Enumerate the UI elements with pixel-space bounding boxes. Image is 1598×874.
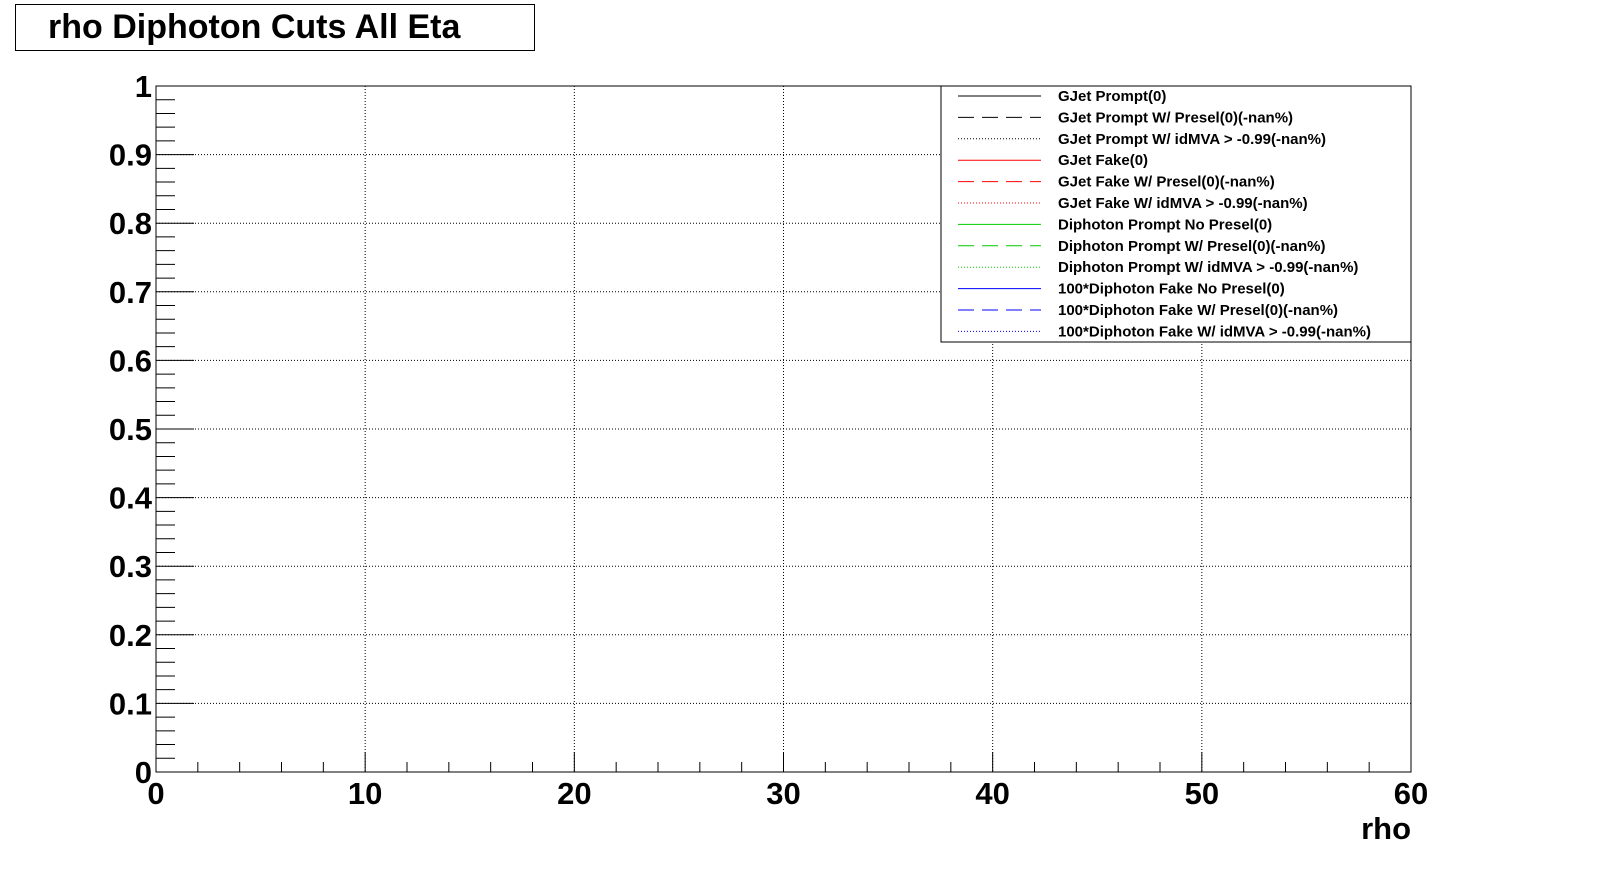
legend-entry: GJet Fake(0) xyxy=(958,152,1148,169)
legend-label: GJet Prompt W/ idMVA > -0.99(-nan%) xyxy=(1058,131,1326,148)
legend-label: Diphoton Prompt W/ Presel(0)(-nan%) xyxy=(1058,238,1326,255)
y-tick-label: 1 xyxy=(135,69,152,104)
y-tick-label: 0.2 xyxy=(109,618,152,653)
plot-frame xyxy=(155,85,1412,773)
x-tick-label: 40 xyxy=(975,776,1009,811)
legend-entry: 100*Diphoton Fake W/ idMVA > -0.99(-nan%… xyxy=(958,323,1371,340)
labels-layer: 0 10 20 30 40 50 60 0 0.1 0.2 0.3 0.4 0.5 0.6 0.7 0.8 0.… xyxy=(109,69,1428,811)
legend-entry: GJet Prompt W/ idMVA > -0.99(-nan%) xyxy=(958,131,1326,148)
legend-entry: GJet Prompt(0) xyxy=(958,88,1166,105)
y-tick-label: 0.1 xyxy=(109,686,152,721)
legend-entry: Diphoton Prompt No Presel(0) xyxy=(958,216,1272,233)
y-tick-label: 0.3 xyxy=(109,549,152,584)
legend-label: 100*Diphoton Fake W/ idMVA > -0.99(-nan%… xyxy=(1058,323,1371,340)
x-axis-title: rho xyxy=(1361,811,1411,846)
legend-label: GJet Prompt W/ Presel(0)(-nan%) xyxy=(1058,109,1293,126)
legend-entry: Diphoton Prompt W/ Presel(0)(-nan%) xyxy=(958,238,1326,255)
legend-entry: GJet Fake W/ idMVA > -0.99(-nan%) xyxy=(958,195,1308,212)
y-tick-label: 0.8 xyxy=(109,206,152,241)
legend-label: GJet Prompt(0) xyxy=(1058,88,1166,105)
x-tick-label: 10 xyxy=(348,776,382,811)
legend-label: GJet Fake W/ Presel(0)(-nan%) xyxy=(1058,174,1275,191)
legend-entry: GJet Fake W/ Presel(0)(-nan%) xyxy=(958,174,1275,191)
x-tick-label: 20 xyxy=(557,776,591,811)
legend-label: GJet Fake(0) xyxy=(1058,152,1148,169)
legend-label: 100*Diphoton Fake No Presel(0) xyxy=(1058,281,1285,298)
x-tick-label: 60 xyxy=(1394,776,1428,811)
chart-title: rho Diphoton Cuts All Eta xyxy=(15,4,535,51)
x-tick-label: 0 xyxy=(147,776,164,811)
y-tick-label: 0.5 xyxy=(109,412,152,447)
y-tick-label: 0.9 xyxy=(109,138,152,173)
x-tick-label: 50 xyxy=(1185,776,1219,811)
y-tick-label: 0.7 xyxy=(109,275,152,310)
legend-label: Diphoton Prompt No Presel(0) xyxy=(1058,216,1272,233)
legend-entry: GJet Prompt W/ Presel(0)(-nan%) xyxy=(958,109,1293,126)
legend-label: 100*Diphoton Fake W/ Presel(0)(-nan%) xyxy=(1058,302,1338,319)
y-tick-label: 0 xyxy=(135,755,152,790)
legend-entry: 100*Diphoton Fake No Presel(0) xyxy=(958,281,1285,298)
legend-entry: 100*Diphoton Fake W/ Presel(0)(-nan%) xyxy=(958,302,1338,319)
legend-label: GJet Fake W/ idMVA > -0.99(-nan%) xyxy=(1058,195,1308,212)
y-tick-label: 0.6 xyxy=(109,343,152,378)
x-tick-label: 30 xyxy=(766,776,800,811)
legend-entry: Diphoton Prompt W/ idMVA > -0.99(-nan%) xyxy=(958,259,1358,276)
y-tick-label: 0.4 xyxy=(109,481,153,516)
legend-label: Diphoton Prompt W/ idMVA > -0.99(-nan%) xyxy=(1058,259,1358,276)
legend-box xyxy=(940,85,1412,343)
legend: GJet Prompt(0) GJet Prompt W/ Presel(0)(-… xyxy=(940,85,1412,343)
